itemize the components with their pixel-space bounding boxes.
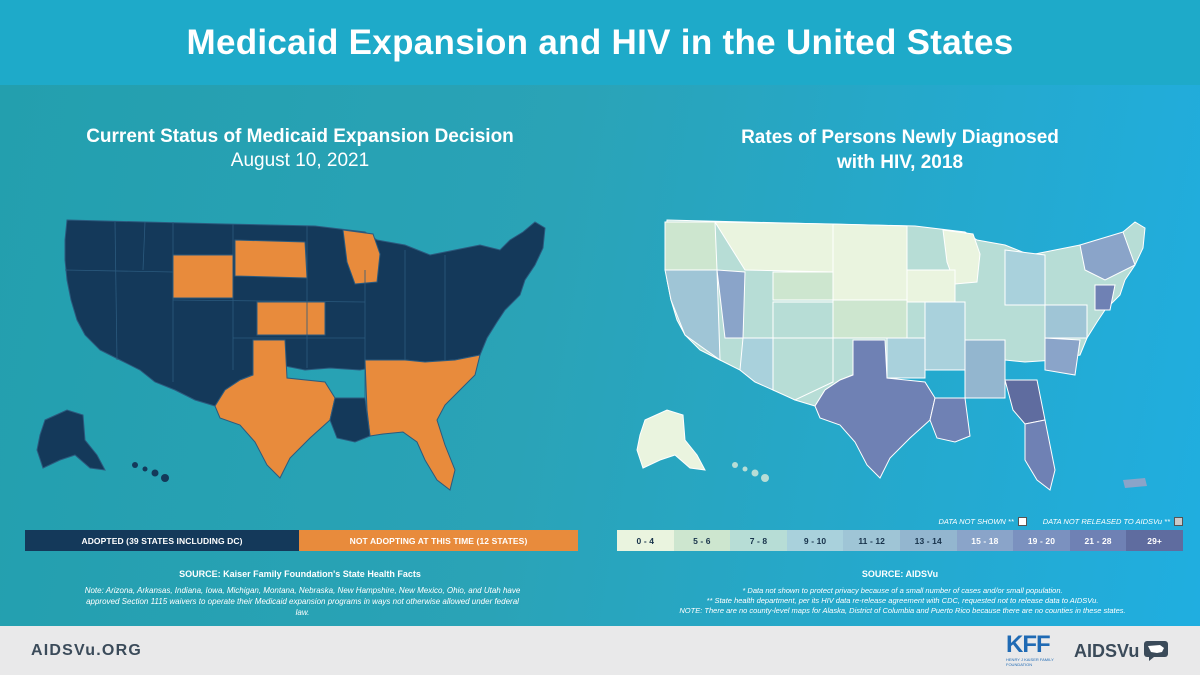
hiv-note-3: NOTE: There are no county-level maps for… bbox=[679, 606, 1126, 615]
hiv-legend-item: 19 - 20 bbox=[1013, 530, 1070, 551]
hiv-legend-item: 5 - 6 bbox=[673, 530, 731, 551]
key-not-released-swatch bbox=[1174, 517, 1183, 526]
legend-adopted: ADOPTED (39 STATES INCLUDING DC) bbox=[25, 530, 299, 551]
key-not-shown: DATA NOT SHOWN ** bbox=[938, 517, 1027, 526]
main-content: Current Status of Medicaid Expansion Dec… bbox=[0, 85, 1200, 626]
aidsvu-logo-text: AIDSVu bbox=[1074, 640, 1140, 661]
texas-shape bbox=[214, 339, 336, 479]
data-keys: DATA NOT SHOWN ** DATA NOT RELEASED TO A… bbox=[938, 517, 1183, 526]
page-title: Medicaid Expansion and HIV in the United… bbox=[186, 22, 1014, 62]
southeast-states-shape bbox=[364, 354, 481, 491]
south-dakota-shape bbox=[234, 239, 308, 279]
key-not-released-label: DATA NOT RELEASED TO AIDSVu ** bbox=[1042, 517, 1170, 526]
aidsvu-logo[interactable]: AIDSVu bbox=[1074, 640, 1169, 662]
medicaid-source: SOURCE: Kaiser Family Foundation's State… bbox=[179, 569, 421, 579]
medicaid-state-lines bbox=[64, 221, 446, 398]
hawaii-shape bbox=[132, 462, 169, 482]
medicaid-panel: Current Status of Medicaid Expansion Dec… bbox=[0, 85, 600, 626]
medicaid-date: August 10, 2021 bbox=[230, 150, 370, 171]
alaska-shape bbox=[36, 409, 106, 471]
hiv-map bbox=[636, 219, 1147, 491]
medicaid-map bbox=[36, 219, 546, 491]
hiv-legend-item: 21 - 28 bbox=[1069, 530, 1127, 551]
hiv-panel: Rates of Persons Newly Diagnosed with HI… bbox=[600, 85, 1200, 626]
hiv-note-1: * Data not shown to protect privacy beca… bbox=[742, 586, 1063, 595]
hiv-legend-item: 29+ bbox=[1126, 530, 1183, 551]
hiv-source: SOURCE: AIDSVu bbox=[861, 569, 939, 579]
wyoming-shape bbox=[172, 254, 234, 299]
hiv-notes: * Data not shown to protect privacy beca… bbox=[630, 586, 1175, 616]
hiv-legend-item: 15 - 18 bbox=[956, 530, 1014, 551]
medicaid-panel-title: Current Status of Medicaid Expansion Dec… bbox=[0, 125, 600, 173]
hiv-title-line2: with HIV, 2018 bbox=[836, 152, 964, 173]
key-not-shown-label: DATA NOT SHOWN ** bbox=[938, 517, 1014, 526]
puerto-rico-shape bbox=[1123, 478, 1147, 488]
title-bar: Medicaid Expansion and HIV in the United… bbox=[0, 0, 1200, 85]
hiv-legend-item: 0 - 4 bbox=[617, 530, 674, 551]
hiv-state-fills bbox=[664, 221, 1136, 491]
wisconsin-shape bbox=[342, 229, 381, 285]
alaska-hiv-shape bbox=[636, 409, 706, 471]
aidsvu-url[interactable]: AIDSVu.ORG bbox=[31, 641, 142, 659]
us-map-chat-icon bbox=[1144, 641, 1169, 661]
medicaid-note: Note: Arizona, Arkansas, Indiana, Iowa, … bbox=[84, 586, 521, 617]
kff-logo-name: HENRY J KAISER FAMILY FOUNDATION bbox=[1006, 657, 1054, 667]
kff-logo[interactable]: KFF HENRY J KAISER FAMILY FOUNDATION bbox=[1006, 633, 1056, 669]
hiv-legend-item: 7 - 8 bbox=[730, 530, 787, 551]
hiv-panel-title: Rates of Persons Newly Diagnosed with HI… bbox=[600, 125, 1200, 175]
louisiana-shape bbox=[329, 397, 371, 443]
kansas-shape bbox=[256, 301, 326, 336]
hiv-title-line1: Rates of Persons Newly Diagnosed bbox=[741, 127, 1059, 148]
hiv-legend-item: 11 - 12 bbox=[843, 530, 900, 551]
legend-not-adopting: NOT ADOPTING AT THIS TIME (12 STATES) bbox=[299, 530, 578, 551]
key-not-released: DATA NOT RELEASED TO AIDSVu ** bbox=[1043, 517, 1183, 526]
hiv-note-2: ** State health department, per its HIV … bbox=[706, 596, 1099, 605]
medicaid-title: Current Status of Medicaid Expansion Dec… bbox=[86, 126, 514, 147]
kff-logo-text: KFF bbox=[1006, 631, 1051, 658]
footer: AIDSVu.ORG bbox=[0, 626, 1200, 675]
hawaii-hiv-shape bbox=[732, 462, 769, 482]
hiv-legend-item: 9 - 10 bbox=[786, 530, 844, 551]
medicaid-legend: ADOPTED (39 STATES INCLUDING DC) NOT ADO… bbox=[25, 530, 578, 551]
hiv-legend-item: 13 - 14 bbox=[899, 530, 957, 551]
key-not-shown-swatch bbox=[1017, 517, 1027, 526]
